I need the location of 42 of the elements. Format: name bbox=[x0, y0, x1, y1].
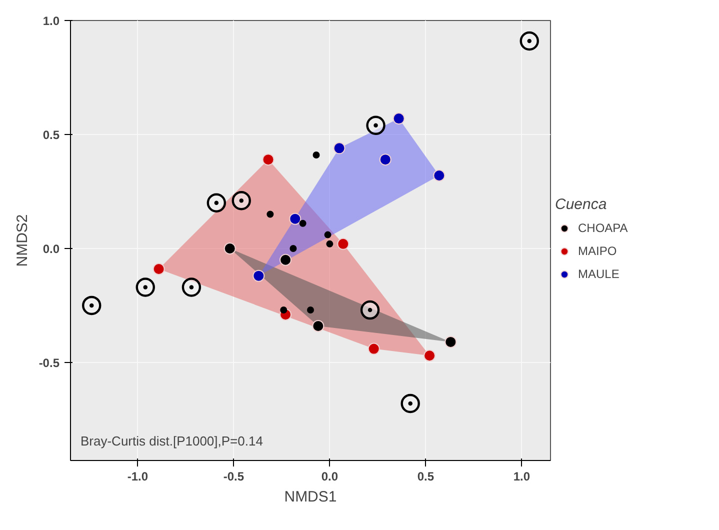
x-tick-label: 0.5 bbox=[417, 470, 434, 484]
point bbox=[224, 242, 236, 254]
legend-label: CHOAPA bbox=[578, 221, 628, 235]
point bbox=[152, 263, 165, 275]
point bbox=[324, 231, 332, 238]
point bbox=[232, 191, 251, 210]
y-tick-label: 1.0 bbox=[42, 14, 60, 28]
point bbox=[307, 306, 314, 314]
x-axis-title: NMDS1 bbox=[284, 488, 337, 506]
legend-label: MAIPO bbox=[578, 244, 617, 258]
point bbox=[368, 342, 380, 355]
x-tick-label: -1.0 bbox=[127, 470, 148, 484]
point bbox=[366, 116, 386, 135]
point bbox=[262, 154, 274, 166]
x-tick-label: -0.5 bbox=[223, 470, 244, 484]
point bbox=[289, 212, 302, 225]
point bbox=[312, 152, 320, 158]
point bbox=[299, 220, 306, 227]
legend-title: Cuenca bbox=[555, 196, 608, 213]
point bbox=[280, 306, 288, 314]
y-tick-label: -0.5 bbox=[38, 356, 60, 370]
point bbox=[392, 112, 405, 125]
point bbox=[337, 238, 350, 250]
point bbox=[424, 350, 436, 362]
legend-label: MAULE bbox=[578, 267, 620, 281]
x-tick-label: 0.0 bbox=[321, 470, 338, 484]
point bbox=[280, 254, 292, 266]
y-axis-title: NMDS2 bbox=[14, 214, 31, 267]
point bbox=[333, 142, 346, 154]
point bbox=[252, 270, 265, 282]
point bbox=[312, 320, 324, 332]
y-tick-label: 0.5 bbox=[42, 128, 60, 142]
point bbox=[433, 170, 446, 182]
x-tick-label: 1.0 bbox=[513, 470, 530, 484]
y-tick-label: 0.0 bbox=[42, 242, 60, 256]
annotation: Bray-Curtis dist.[P1000],P=0.14 bbox=[80, 434, 263, 448]
point bbox=[326, 240, 334, 248]
point bbox=[266, 210, 274, 218]
point bbox=[360, 300, 380, 320]
point bbox=[379, 154, 392, 166]
point bbox=[444, 336, 457, 348]
point bbox=[290, 244, 297, 252]
